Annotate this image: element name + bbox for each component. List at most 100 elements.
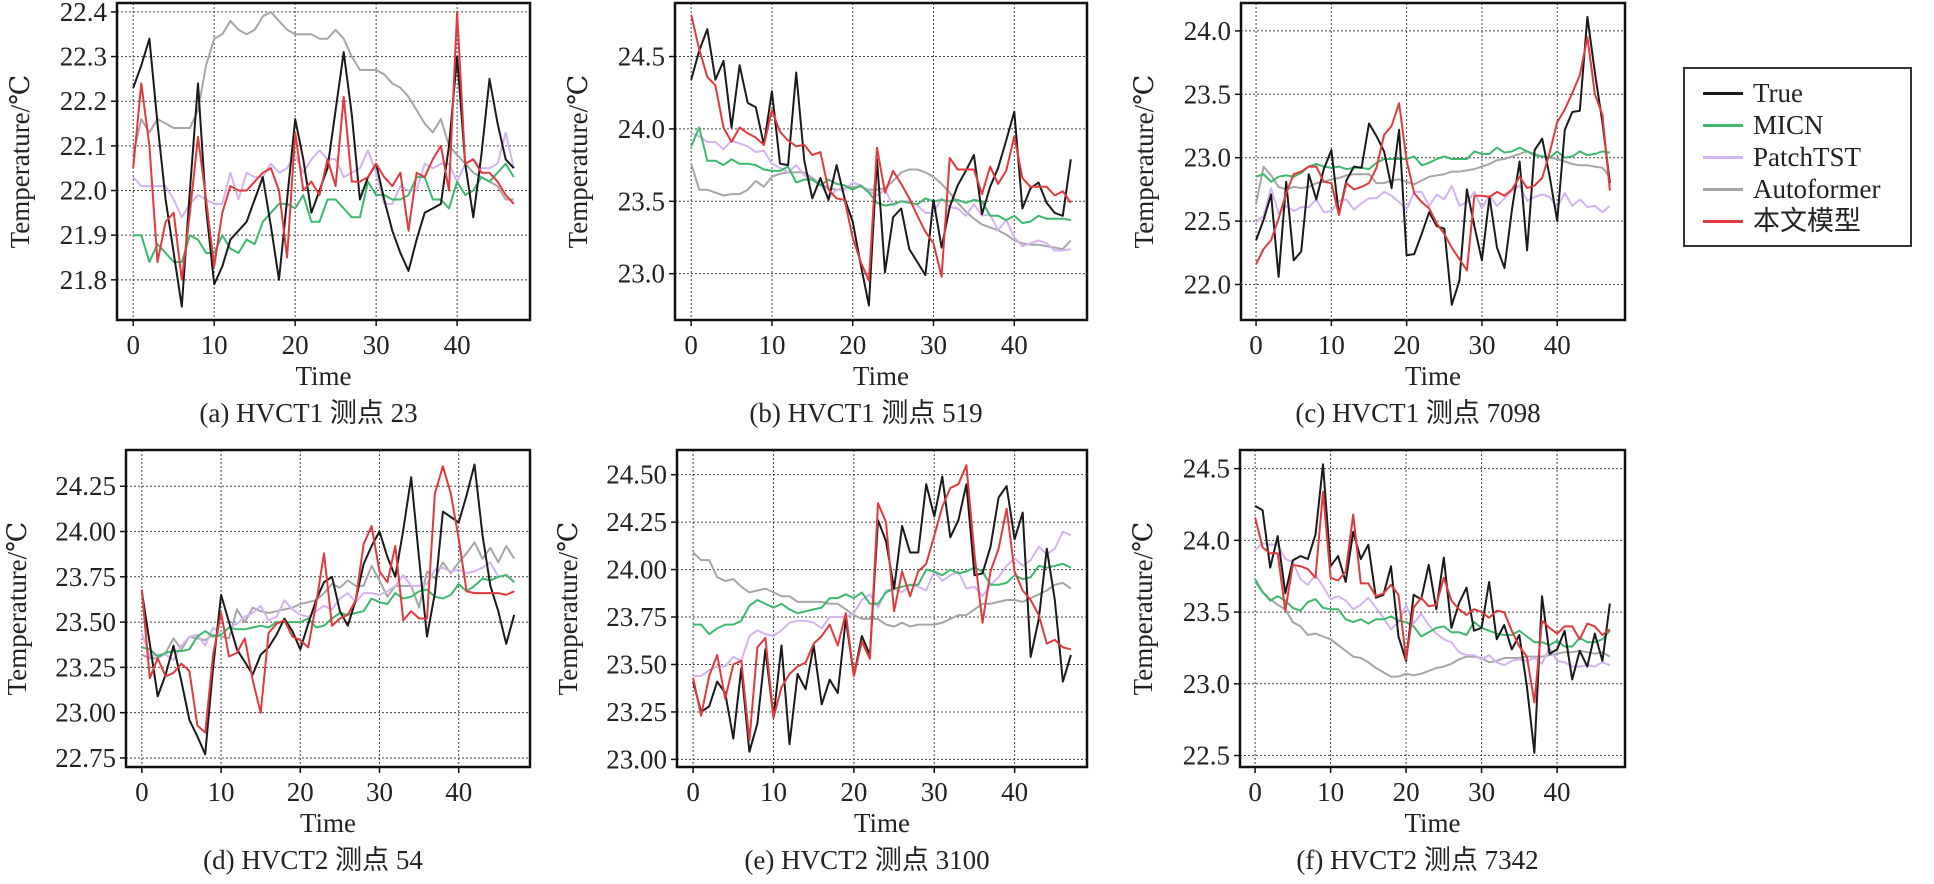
series-line-micn [693,562,1072,636]
y-axis-label: Temperature/℃ [1128,522,1158,696]
y-tick-label: 24.0 [618,114,665,144]
x-tick-label: 10 [1318,330,1345,360]
x-tick-label: 40 [1001,777,1028,807]
series-line-autoformer [1254,581,1611,678]
series-line-our-model [1254,490,1611,704]
x-axis-label: Time [295,361,351,391]
panel-c: 0 10 20 30 40 22.0 22.5 23.0 23.5 24.0 Time Tempera… [1129,1,1627,428]
x-tick-label: 10 [208,777,235,807]
y-axis-label: Temperature/℃ [5,75,35,249]
series-line-micn [141,574,515,658]
y-tick-label: 23.75 [606,602,667,632]
y-tick-label: 22.2 [60,86,107,116]
series-line-autoformer [692,551,1072,628]
x-tick-label: 20 [1393,330,1420,360]
series-line-true [690,28,1072,307]
y-axis-label: Temperature/℃ [1129,75,1159,249]
legend-item-micn: MICN [1685,109,1910,141]
y-axis-label: Temperature/℃ [563,75,593,249]
legend-item-true: True [1685,77,1910,109]
x-tick-label: 20 [287,777,314,807]
legend-swatch-autoformer [1703,187,1743,191]
panel-e: 0 10 20 30 40 23.00 23.25 23.50 23.75 24.00 24.25 2… [553,448,1089,875]
y-tick-label: 23.5 [618,186,665,216]
series-line-autoformer [690,163,1072,251]
axes-frame [675,448,1089,769]
y-tick-label: 23.0 [1184,143,1231,173]
legend-item-patchtst: PatchTST [1685,141,1910,173]
x-tick-label: 10 [201,330,228,360]
series-line-our-model [692,464,1072,742]
y-tick-label: 24.25 [606,507,667,537]
x-tick-label: 30 [1468,330,1495,360]
panel-f: 0 10 20 30 40 22.5 23.0 23.5 24.0 24.5 Time Tempera… [1128,448,1627,875]
panel-caption: (a) HVCT1 测点 23 [199,398,417,428]
y-tick-label: 22.3 [60,42,107,72]
y-tick-label: 23.0 [618,259,665,289]
x-tick-label: 0 [686,777,700,807]
y-tick-label: 23.00 [55,698,116,728]
series-line-our-model [140,465,515,734]
legend-label-autoformer: Autoformer [1753,173,1881,204]
panel-b: 0 10 20 30 40 23.0 23.5 24.0 24.5 Time Temperature… [563,1,1089,428]
legend-label-patchtst: PatchTST [1753,141,1861,172]
axes-frame [1239,1,1627,322]
legend-swatch-micn [1703,123,1743,127]
axes-frame [124,448,532,769]
axes-frame [1238,448,1627,769]
x-tick-label: 40 [1544,777,1571,807]
legend: True MICN PatchTST Autoformer 本文模型 [1683,67,1912,247]
legend-item-autoformer: Autoformer [1685,173,1910,205]
y-tick-label: 24.50 [606,460,667,490]
series-line-patchtst [1255,184,1611,224]
x-tick-label: 40 [444,330,471,360]
y-tick-label: 23.25 [55,652,116,682]
legend-label-our-model: 本文模型 [1753,205,1861,236]
y-tick-label: 22.75 [55,743,116,773]
x-tick-label: 20 [839,330,866,360]
series-line-true [1255,15,1611,306]
y-tick-label: 23.50 [55,607,116,637]
x-tick-label: 10 [1317,777,1344,807]
y-tick-label: 23.5 [1183,597,1230,627]
y-tick-label: 21.9 [60,220,107,250]
x-tick-label: 10 [760,777,787,807]
series-line-true [140,463,516,756]
x-tick-label: 40 [1001,330,1028,360]
x-tick-label: 0 [1249,330,1263,360]
x-tick-label: 20 [282,330,309,360]
y-tick-label: 23.75 [55,562,116,592]
x-tick-label: 30 [366,777,393,807]
x-tick-label: 30 [921,777,948,807]
x-axis-label: Time [1404,808,1460,838]
y-tick-label: 22.5 [1184,206,1231,236]
y-tick-label: 22.0 [1184,269,1231,299]
x-tick-label: 20 [1393,777,1420,807]
panel-caption: (c) HVCT1 测点 7098 [1295,398,1540,428]
y-tick-label: 23.50 [606,649,667,679]
legend-item-our-model: 本文模型 [1685,205,1910,237]
x-axis-label: Time [300,808,356,838]
x-tick-label: 40 [445,777,472,807]
x-axis-label: Time [854,808,910,838]
y-tick-label: 22.5 [1183,741,1230,771]
x-tick-label: 30 [363,330,390,360]
y-tick-label: 23.00 [606,744,667,774]
y-axis-label: Temperature/℃ [553,522,583,696]
x-tick-label: 0 [684,330,698,360]
x-tick-label: 30 [1468,777,1495,807]
panel-caption: (b) HVCT1 测点 519 [749,398,982,428]
y-tick-label: 23.25 [606,697,667,727]
series-line-our-model [1255,36,1611,272]
x-tick-label: 0 [135,777,149,807]
legend-swatch-patchtst [1703,155,1743,159]
x-tick-label: 20 [840,777,867,807]
series-line-micn [1254,578,1611,648]
y-tick-label: 24.5 [618,42,665,72]
y-tick-label: 24.00 [55,517,116,547]
series-line-our-model [132,10,515,281]
y-tick-label: 22.4 [60,0,108,27]
y-tick-label: 24.0 [1184,16,1231,46]
y-tick-label: 23.5 [1184,79,1231,109]
